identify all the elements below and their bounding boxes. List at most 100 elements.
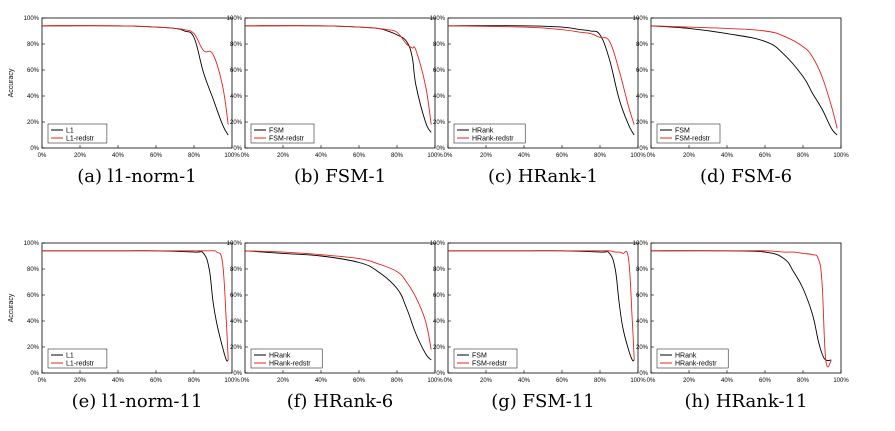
x-tick-label: 0% [38,153,47,159]
y-tick-label: 100% [227,16,243,22]
plot-frame [447,242,639,374]
legend-box [250,123,315,144]
legend-box [453,348,518,369]
legend-label-redstr: FSM-redstr [269,135,305,142]
series-line-baseline [650,25,838,136]
x-tick-label: 20% [480,378,493,384]
series-line-redstr [41,25,229,125]
legend-label-baseline: L1 [66,352,74,359]
x-tick-label: 0% [241,378,250,384]
y-tick-label: 0% [639,371,648,377]
y-tick-label: 60% [230,68,243,74]
series-line-redstr [447,25,635,125]
panel-7: 0%20%40%60%80%100%0% 20% 40% 60% 80% 100%FSMF… [430,241,647,412]
y-tick-label: 20% [636,345,649,351]
y-tick-label: 100% [430,16,446,22]
y-axis-label: Accuracy [8,293,15,322]
legend-box [250,348,323,369]
panel-caption: (f) HRank-6 [287,391,394,412]
plot-frame [41,242,233,374]
x-tick-label: 60% [556,153,569,159]
y-tick-label: 60% [433,293,446,299]
y-tick-label: 100% [24,16,40,22]
panel-caption: (a) l1-norm-1 [77,166,196,187]
y-tick-label: 60% [636,68,649,74]
x-tick-label: 100% [833,153,849,159]
x-tick-label: 60% [353,378,366,384]
legend-label-baseline: L1 [66,127,74,134]
y-tick-label: 0% [30,146,39,152]
x-tick-label: 40% [315,153,328,159]
y-tick-label: 40% [230,94,243,100]
y-tick-label: 60% [27,68,40,74]
series-line-baseline [448,250,635,362]
y-tick-label: 20% [433,120,446,126]
x-tick-label: 60% [150,153,163,159]
x-tick-label: 80% [797,153,810,159]
plot-frame [650,242,842,374]
series-line-baseline [650,250,832,362]
series-line-redstr [651,250,832,368]
plot-frame [244,242,436,374]
y-tick-label: 20% [230,345,243,351]
legend-label-redstr: HRank-redstr [675,360,717,367]
x-tick-label: 20% [74,378,87,384]
x-tick-label: 60% [759,153,772,159]
x-tick-label: 80% [797,378,810,384]
y-tick-label: 100% [24,241,40,247]
legend-label-baseline: HRank [269,352,291,359]
x-tick-label: 0% [647,153,656,159]
series-line-baseline [244,250,432,361]
legend-label-baseline: FSM [472,352,487,359]
legend-label-redstr: HRank-redstr [472,135,514,142]
y-tick-label: 20% [27,120,40,126]
x-tick-label: 100% [224,378,240,384]
legend-label-redstr: FSM-redstr [675,135,711,142]
y-tick-label: 0% [639,146,648,152]
plot-frame [244,17,436,149]
x-tick-label: 100% [630,378,646,384]
legend-label-redstr: FSM-redstr [472,360,508,367]
y-tick-label: 80% [27,42,40,48]
x-tick-label: 80% [188,153,201,159]
y-tick-label: 40% [636,94,649,100]
y-tick-label: 0% [436,371,445,377]
y-tick-label: 20% [230,120,243,126]
series-line-redstr [42,250,229,361]
x-tick-label: 80% [594,153,607,159]
panel-5: 0%20%40%60%80%100%0% 20% 40% 60% 80% 100%Accu… [8,241,240,412]
legend-box [656,348,729,369]
panel-caption: (g) FSM-11 [491,391,595,412]
panel-3: 0%20%40%60%80%100%0% 20% 40% 60% 80% 100%HRan… [430,16,647,187]
x-tick-label: 100% [427,378,443,384]
y-tick-label: 40% [27,319,40,325]
panel-6: 0%20%40%60%80%100%0% 20% 40% 60% 80% 100%HRan… [227,241,444,412]
x-tick-label: 0% [241,153,250,159]
y-tick-label: 40% [636,319,649,325]
legend-label-baseline: FSM [269,127,284,134]
x-tick-label: 80% [391,378,404,384]
x-tick-label: 20% [277,153,290,159]
x-tick-label: 0% [444,378,453,384]
y-tick-label: 0% [436,146,445,152]
y-tick-label: 80% [230,267,243,273]
panel-2: 0%20%40%60%80%100%0% 20% 40% 60% 80% 100%FSMF… [227,16,444,187]
y-tick-label: 100% [430,241,446,247]
x-tick-label: 0% [647,378,656,384]
series-line-baseline [244,25,432,133]
x-tick-label: 80% [391,153,404,159]
x-tick-label: 20% [683,153,696,159]
panel-caption: (b) FSM-1 [294,166,386,187]
x-tick-label: 100% [833,378,849,384]
y-tick-label: 60% [27,293,40,299]
y-tick-label: 80% [636,42,649,48]
series-line-redstr [244,250,432,350]
y-tick-label: 0% [30,371,39,377]
x-tick-label: 20% [480,153,493,159]
legend-label-redstr: HRank-redstr [269,360,311,367]
